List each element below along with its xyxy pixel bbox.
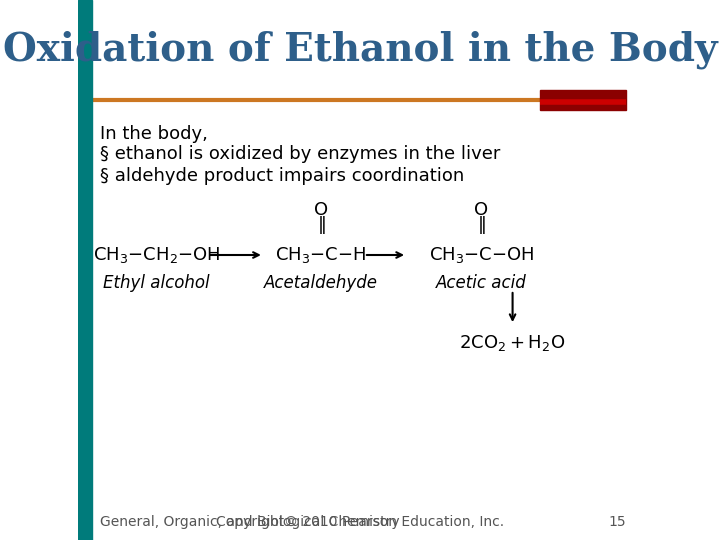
- Text: Acetaldehyde: Acetaldehyde: [264, 274, 378, 292]
- Text: In the body,: In the body,: [100, 125, 208, 143]
- Text: 15: 15: [608, 515, 626, 529]
- Bar: [540, 90, 626, 110]
- Text: Copyright© 2010 Pearson Education, Inc.: Copyright© 2010 Pearson Education, Inc.: [216, 515, 504, 529]
- Text: § ethanol is oxidized by enzymes in the liver: § ethanol is oxidized by enzymes in the …: [100, 145, 500, 163]
- Text: $\mathregular{CH_3{-}C{-}H}$: $\mathregular{CH_3{-}C{-}H}$: [275, 245, 366, 265]
- Text: Acetic acid: Acetic acid: [436, 274, 526, 292]
- Text: O: O: [314, 201, 328, 219]
- Text: $\|$: $\|$: [477, 214, 485, 236]
- Text: Ethyl alcohol: Ethyl alcohol: [103, 274, 210, 292]
- Text: General, Organic, and Biological Chemistry: General, Organic, and Biological Chemist…: [100, 515, 400, 529]
- Text: $\mathregular{CH_3{-}CH_2{-}OH}$: $\mathregular{CH_3{-}CH_2{-}OH}$: [93, 245, 220, 265]
- Text: O: O: [474, 201, 488, 219]
- Text: $\mathregular{2CO_2 + H_2O}$: $\mathregular{2CO_2 + H_2O}$: [459, 333, 566, 353]
- Bar: [78, 0, 92, 540]
- Text: $\|$: $\|$: [317, 214, 325, 236]
- Text: § aldehyde product impairs coordination: § aldehyde product impairs coordination: [100, 167, 464, 185]
- Text: Oxidation of Ethanol in the Body: Oxidation of Ethanol in the Body: [3, 31, 717, 69]
- Text: $\mathregular{CH_3{-}C{-}OH}$: $\mathregular{CH_3{-}C{-}OH}$: [428, 245, 534, 265]
